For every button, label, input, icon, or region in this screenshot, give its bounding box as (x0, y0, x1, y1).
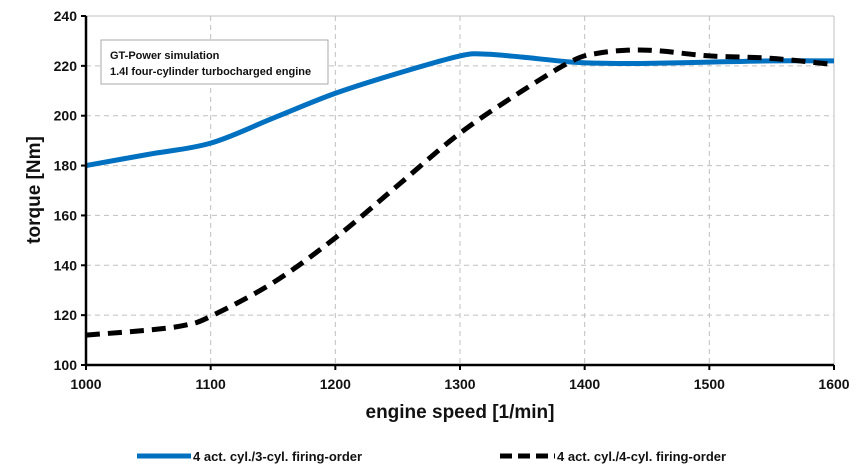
x-tick-labels: 1000 1100 1200 1300 1400 1500 1600 (70, 376, 849, 392)
y-tick-label: 120 (54, 307, 78, 323)
legend: 4 act. cyl./3-cyl. firing-order 4 act. c… (137, 449, 726, 464)
annotation-line-2: 1.4l four-cylinder turbocharged engine (110, 66, 311, 78)
axes (81, 15, 835, 370)
plot-border (86, 15, 835, 365)
x-tick-label: 1000 (70, 376, 101, 392)
y-tick-labels: 100 120 140 160 180 200 220 240 (54, 8, 78, 373)
y-tick-label: 240 (54, 8, 78, 24)
annotation-line-1: GT-Power simulation (110, 50, 220, 62)
legend-label-1: 4 act. cyl./4-cyl. firing-order (557, 449, 726, 464)
y-tick-label: 100 (54, 357, 78, 373)
grid (86, 16, 834, 365)
x-axis-label: engine speed [1/min] (366, 402, 555, 423)
x-tick-label: 1500 (694, 376, 725, 392)
x-tick-label: 1400 (569, 376, 600, 392)
x-tick-label: 1600 (818, 376, 849, 392)
series-line-1 (85, 47, 835, 338)
x-tick-label: 1100 (195, 376, 226, 392)
y-axis-label: torque [Nm] (24, 136, 45, 244)
series-group (85, 47, 835, 338)
y-tick-label: 140 (54, 257, 78, 273)
annotation-box: GT-Power simulation 1.4l four-cylinder t… (100, 39, 329, 85)
x-tick-label: 1300 (444, 376, 475, 392)
x-tick-label: 1200 (320, 376, 351, 392)
y-tick-label: 220 (54, 58, 78, 74)
series-line-0 (85, 51, 835, 169)
y-tick-label: 200 (54, 108, 78, 124)
y-tick-label: 160 (54, 207, 78, 223)
y-tick-label: 180 (54, 158, 78, 174)
legend-label-0: 4 act. cyl./3-cyl. firing-order (193, 449, 362, 464)
